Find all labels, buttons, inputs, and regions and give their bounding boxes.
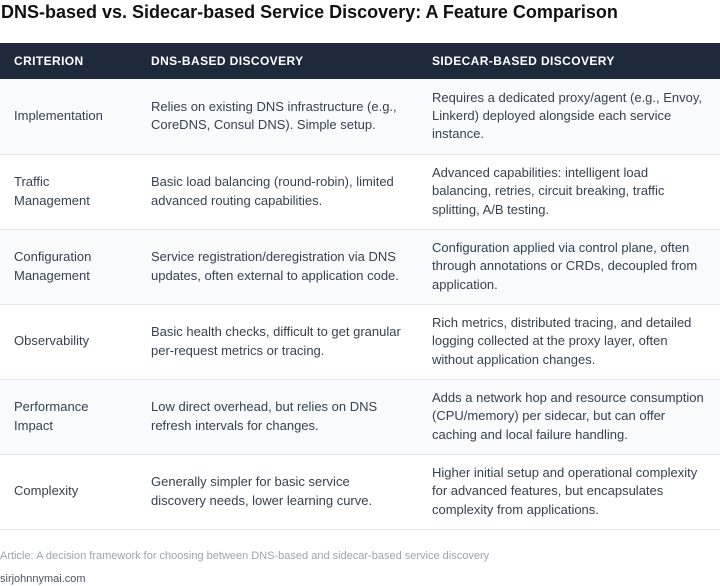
table-row: Observability Basic health checks, diffi…	[0, 304, 720, 379]
table-row: Complexity Generally simpler for basic s…	[0, 454, 720, 529]
cell-dns: Relies on existing DNS infrastructure (e…	[151, 98, 397, 133]
cell-dns: Service registration/deregistration via …	[151, 249, 399, 283]
cell-dns: Low direct overhead, but relies on DNS r…	[151, 399, 378, 433]
table-row: Traffic Management Basic load balancing …	[0, 154, 720, 229]
header-criterion: CRITERION	[14, 54, 84, 68]
header-dns-based: DNS-BASED DISCOVERY	[151, 54, 304, 68]
footer: Article: A decision framework for choosi…	[0, 549, 720, 586]
comparison-table-wrapper: CRITERION DNS-BASED DISCOVERY SIDECAR-BA…	[0, 43, 720, 530]
comparison-table: CRITERION DNS-BASED DISCOVERY SIDECAR-BA…	[0, 43, 720, 530]
cell-criterion: Complexity	[14, 483, 79, 499]
page-title: DNS-based vs. Sidecar-based Service Disc…	[1, 2, 618, 22]
header-sidecar-based: SIDECAR-BASED DISCOVERY	[432, 54, 615, 68]
cell-sidecar: Advanced capabilities: intelligent load …	[432, 164, 665, 217]
cell-criterion: Observability	[14, 333, 90, 349]
cell-dns: Basic load balancing (round-robin), limi…	[151, 174, 394, 208]
table-row: Configuration Management Service registr…	[0, 229, 720, 304]
table-header-row: CRITERION DNS-BASED DISCOVERY SIDECAR-BA…	[0, 43, 720, 79]
cell-sidecar: Rich metrics, distributed tracing, and d…	[432, 314, 692, 367]
cell-sidecar: Requires a dedicated proxy/agent (e.g., …	[432, 89, 703, 142]
cell-sidecar: Higher initial setup and operational com…	[432, 464, 698, 517]
cell-criterion: Performance Impact	[14, 399, 89, 433]
site-link[interactable]: sirjohnnymai.com	[0, 573, 86, 585]
cell-criterion: Traffic Management	[14, 174, 90, 208]
cell-sidecar: Configuration applied via control plane,…	[432, 239, 698, 292]
article-caption: Article: A decision framework for choosi…	[0, 550, 490, 562]
cell-criterion: Configuration Management	[14, 249, 92, 283]
cell-dns: Basic health checks, difficult to get gr…	[151, 324, 401, 358]
table-row: Performance Impact Low direct overhead, …	[0, 379, 720, 454]
cell-dns: Generally simpler for basic service disc…	[151, 474, 373, 508]
table-row: Implementation Relies on existing DNS in…	[0, 79, 720, 154]
cell-criterion: Implementation	[14, 108, 103, 124]
cell-sidecar: Adds a network hop and resource consumpt…	[432, 389, 704, 442]
